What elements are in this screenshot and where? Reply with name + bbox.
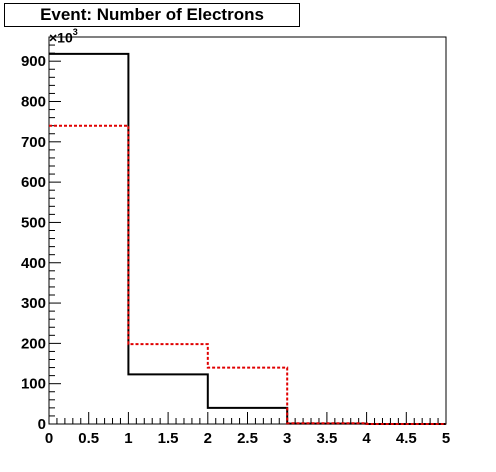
plot-frame bbox=[48, 36, 447, 425]
y-tick-label: 400 bbox=[21, 255, 46, 272]
y-axis-ticks bbox=[49, 36, 61, 425]
histogram-series bbox=[49, 52, 446, 425]
x-tick-label: 0 bbox=[45, 430, 53, 447]
y-tick-label: 300 bbox=[21, 295, 46, 312]
histogram-line-red-dotted bbox=[49, 124, 446, 425]
x-tick-label: 4 bbox=[362, 430, 371, 447]
x-tick-label: 4.5 bbox=[396, 430, 417, 447]
x-tick-label: 2 bbox=[204, 430, 212, 447]
plot-border bbox=[48, 36, 447, 425]
x-axis-ticks bbox=[48, 412, 447, 424]
y-tick-label: 600 bbox=[21, 174, 46, 191]
y-multiplier-base: ×10 bbox=[49, 29, 73, 46]
y-tick-label: 100 bbox=[21, 376, 46, 393]
y-tick-label: 800 bbox=[21, 94, 46, 111]
y-axis-tick-labels: 0 100 200 300 400 500 600 700 800 900 bbox=[21, 53, 46, 433]
y-tick-label: 900 bbox=[21, 53, 46, 70]
y-tick-label: 500 bbox=[21, 214, 46, 231]
y-tick-label: 700 bbox=[21, 134, 46, 151]
x-tick-label: 0.5 bbox=[78, 430, 99, 447]
x-tick-label: 5 bbox=[442, 430, 450, 447]
chart-title: Event: Number of Electrons bbox=[4, 3, 300, 27]
y-axis-multiplier: ×103 bbox=[49, 27, 78, 46]
y-tick-label: 0 bbox=[38, 416, 46, 433]
x-tick-label: 2.5 bbox=[237, 430, 258, 447]
x-axis-tick-labels: 0 0.5 1 1.5 2 2.5 3 3.5 4 4.5 5 bbox=[45, 430, 450, 447]
x-tick-label: 1 bbox=[124, 430, 132, 447]
x-tick-label: 3.5 bbox=[316, 430, 337, 447]
x-tick-label: 1.5 bbox=[158, 430, 179, 447]
x-tick-label: 3 bbox=[283, 430, 291, 447]
y-multiplier-exponent: 3 bbox=[72, 27, 78, 37]
y-tick-label: 200 bbox=[21, 335, 46, 352]
